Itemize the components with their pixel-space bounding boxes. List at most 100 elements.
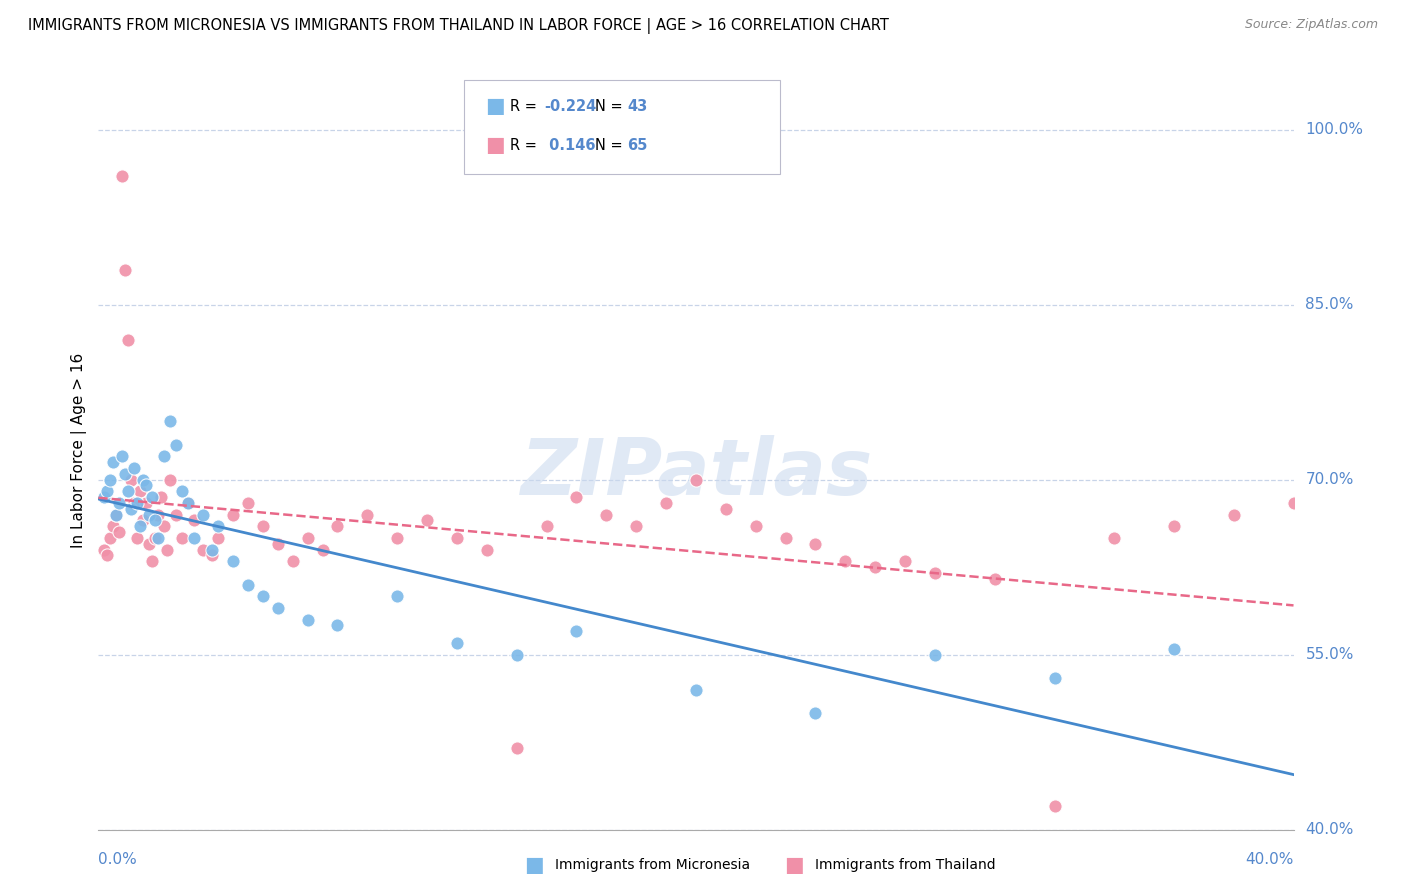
Y-axis label: In Labor Force | Age > 16: In Labor Force | Age > 16 — [72, 353, 87, 548]
Point — [236, 577, 259, 591]
Text: R =: R = — [510, 138, 541, 153]
Point — [165, 437, 187, 451]
Point — [111, 169, 134, 184]
Point — [105, 508, 128, 522]
Point — [207, 531, 229, 545]
Point — [236, 496, 259, 510]
Point — [103, 519, 125, 533]
Point — [714, 501, 737, 516]
Point — [252, 519, 274, 533]
Point — [159, 414, 181, 428]
Text: ■: ■ — [785, 855, 804, 875]
Point — [1043, 799, 1066, 814]
Point — [1043, 671, 1066, 685]
Point — [1282, 496, 1305, 510]
Point — [297, 613, 319, 627]
Point — [114, 262, 136, 277]
Point — [183, 513, 205, 527]
Point — [201, 549, 224, 563]
Text: 65: 65 — [627, 138, 647, 153]
Text: 43: 43 — [627, 99, 647, 113]
Point — [138, 508, 160, 522]
Text: IMMIGRANTS FROM MICRONESIA VS IMMIGRANTS FROM THAILAND IN LABOR FORCE | AGE > 16: IMMIGRANTS FROM MICRONESIA VS IMMIGRANTS… — [28, 18, 889, 34]
Point — [172, 484, 194, 499]
Point — [536, 519, 558, 533]
Point — [108, 525, 131, 540]
Point — [475, 542, 498, 557]
Point — [506, 648, 529, 662]
Point — [135, 496, 157, 510]
Point — [326, 519, 349, 533]
Point — [156, 542, 179, 557]
Point — [111, 450, 134, 464]
Point — [1163, 519, 1185, 533]
Point — [267, 537, 290, 551]
Text: ■: ■ — [485, 96, 505, 116]
Point — [865, 560, 887, 574]
Point — [159, 473, 181, 487]
Point — [141, 554, 163, 568]
Point — [565, 490, 588, 504]
Point — [924, 648, 946, 662]
Point — [446, 531, 468, 545]
Point — [416, 513, 439, 527]
Point — [114, 467, 136, 481]
Point — [207, 519, 229, 533]
Point — [127, 531, 149, 545]
Point — [117, 484, 139, 499]
Point — [132, 513, 155, 527]
Point — [129, 519, 152, 533]
Point — [775, 531, 797, 545]
Point — [117, 333, 139, 347]
Point — [252, 589, 274, 603]
Text: N =: N = — [595, 138, 627, 153]
Text: ■: ■ — [524, 855, 544, 875]
Point — [685, 473, 707, 487]
Point — [626, 519, 648, 533]
Point — [135, 478, 157, 492]
Point — [565, 624, 588, 639]
Point — [153, 519, 176, 533]
Point — [108, 496, 131, 510]
Point — [177, 496, 200, 510]
Point — [281, 554, 304, 568]
Text: 40.0%: 40.0% — [1246, 853, 1294, 867]
Point — [103, 455, 125, 469]
Point — [105, 508, 128, 522]
Text: Source: ZipAtlas.com: Source: ZipAtlas.com — [1244, 18, 1378, 31]
Point — [98, 473, 122, 487]
Text: Immigrants from Micronesia: Immigrants from Micronesia — [555, 858, 751, 872]
Text: 0.0%: 0.0% — [98, 853, 138, 867]
Point — [191, 542, 214, 557]
Text: ZIPatlas: ZIPatlas — [520, 435, 872, 511]
Point — [595, 508, 617, 522]
Point — [446, 636, 468, 650]
Point — [267, 601, 290, 615]
Point — [222, 508, 245, 522]
Point — [93, 490, 115, 504]
Point — [201, 542, 224, 557]
Text: N =: N = — [595, 99, 627, 113]
Text: 55.0%: 55.0% — [1306, 647, 1354, 662]
Point — [1223, 508, 1246, 522]
Point — [1163, 641, 1185, 656]
Point — [222, 554, 245, 568]
Point — [177, 496, 200, 510]
Point — [924, 566, 946, 580]
Point — [804, 706, 827, 720]
Point — [141, 490, 163, 504]
Point — [506, 740, 529, 755]
Point — [124, 496, 146, 510]
Point — [356, 508, 378, 522]
Point — [984, 572, 1007, 586]
Point — [1104, 531, 1126, 545]
Text: -0.224: -0.224 — [544, 99, 596, 113]
Point — [804, 537, 827, 551]
Point — [138, 537, 160, 551]
Point — [311, 542, 333, 557]
Text: 100.0%: 100.0% — [1306, 122, 1364, 137]
Point — [685, 682, 707, 697]
Point — [132, 473, 155, 487]
Point — [129, 484, 152, 499]
Point — [120, 501, 142, 516]
